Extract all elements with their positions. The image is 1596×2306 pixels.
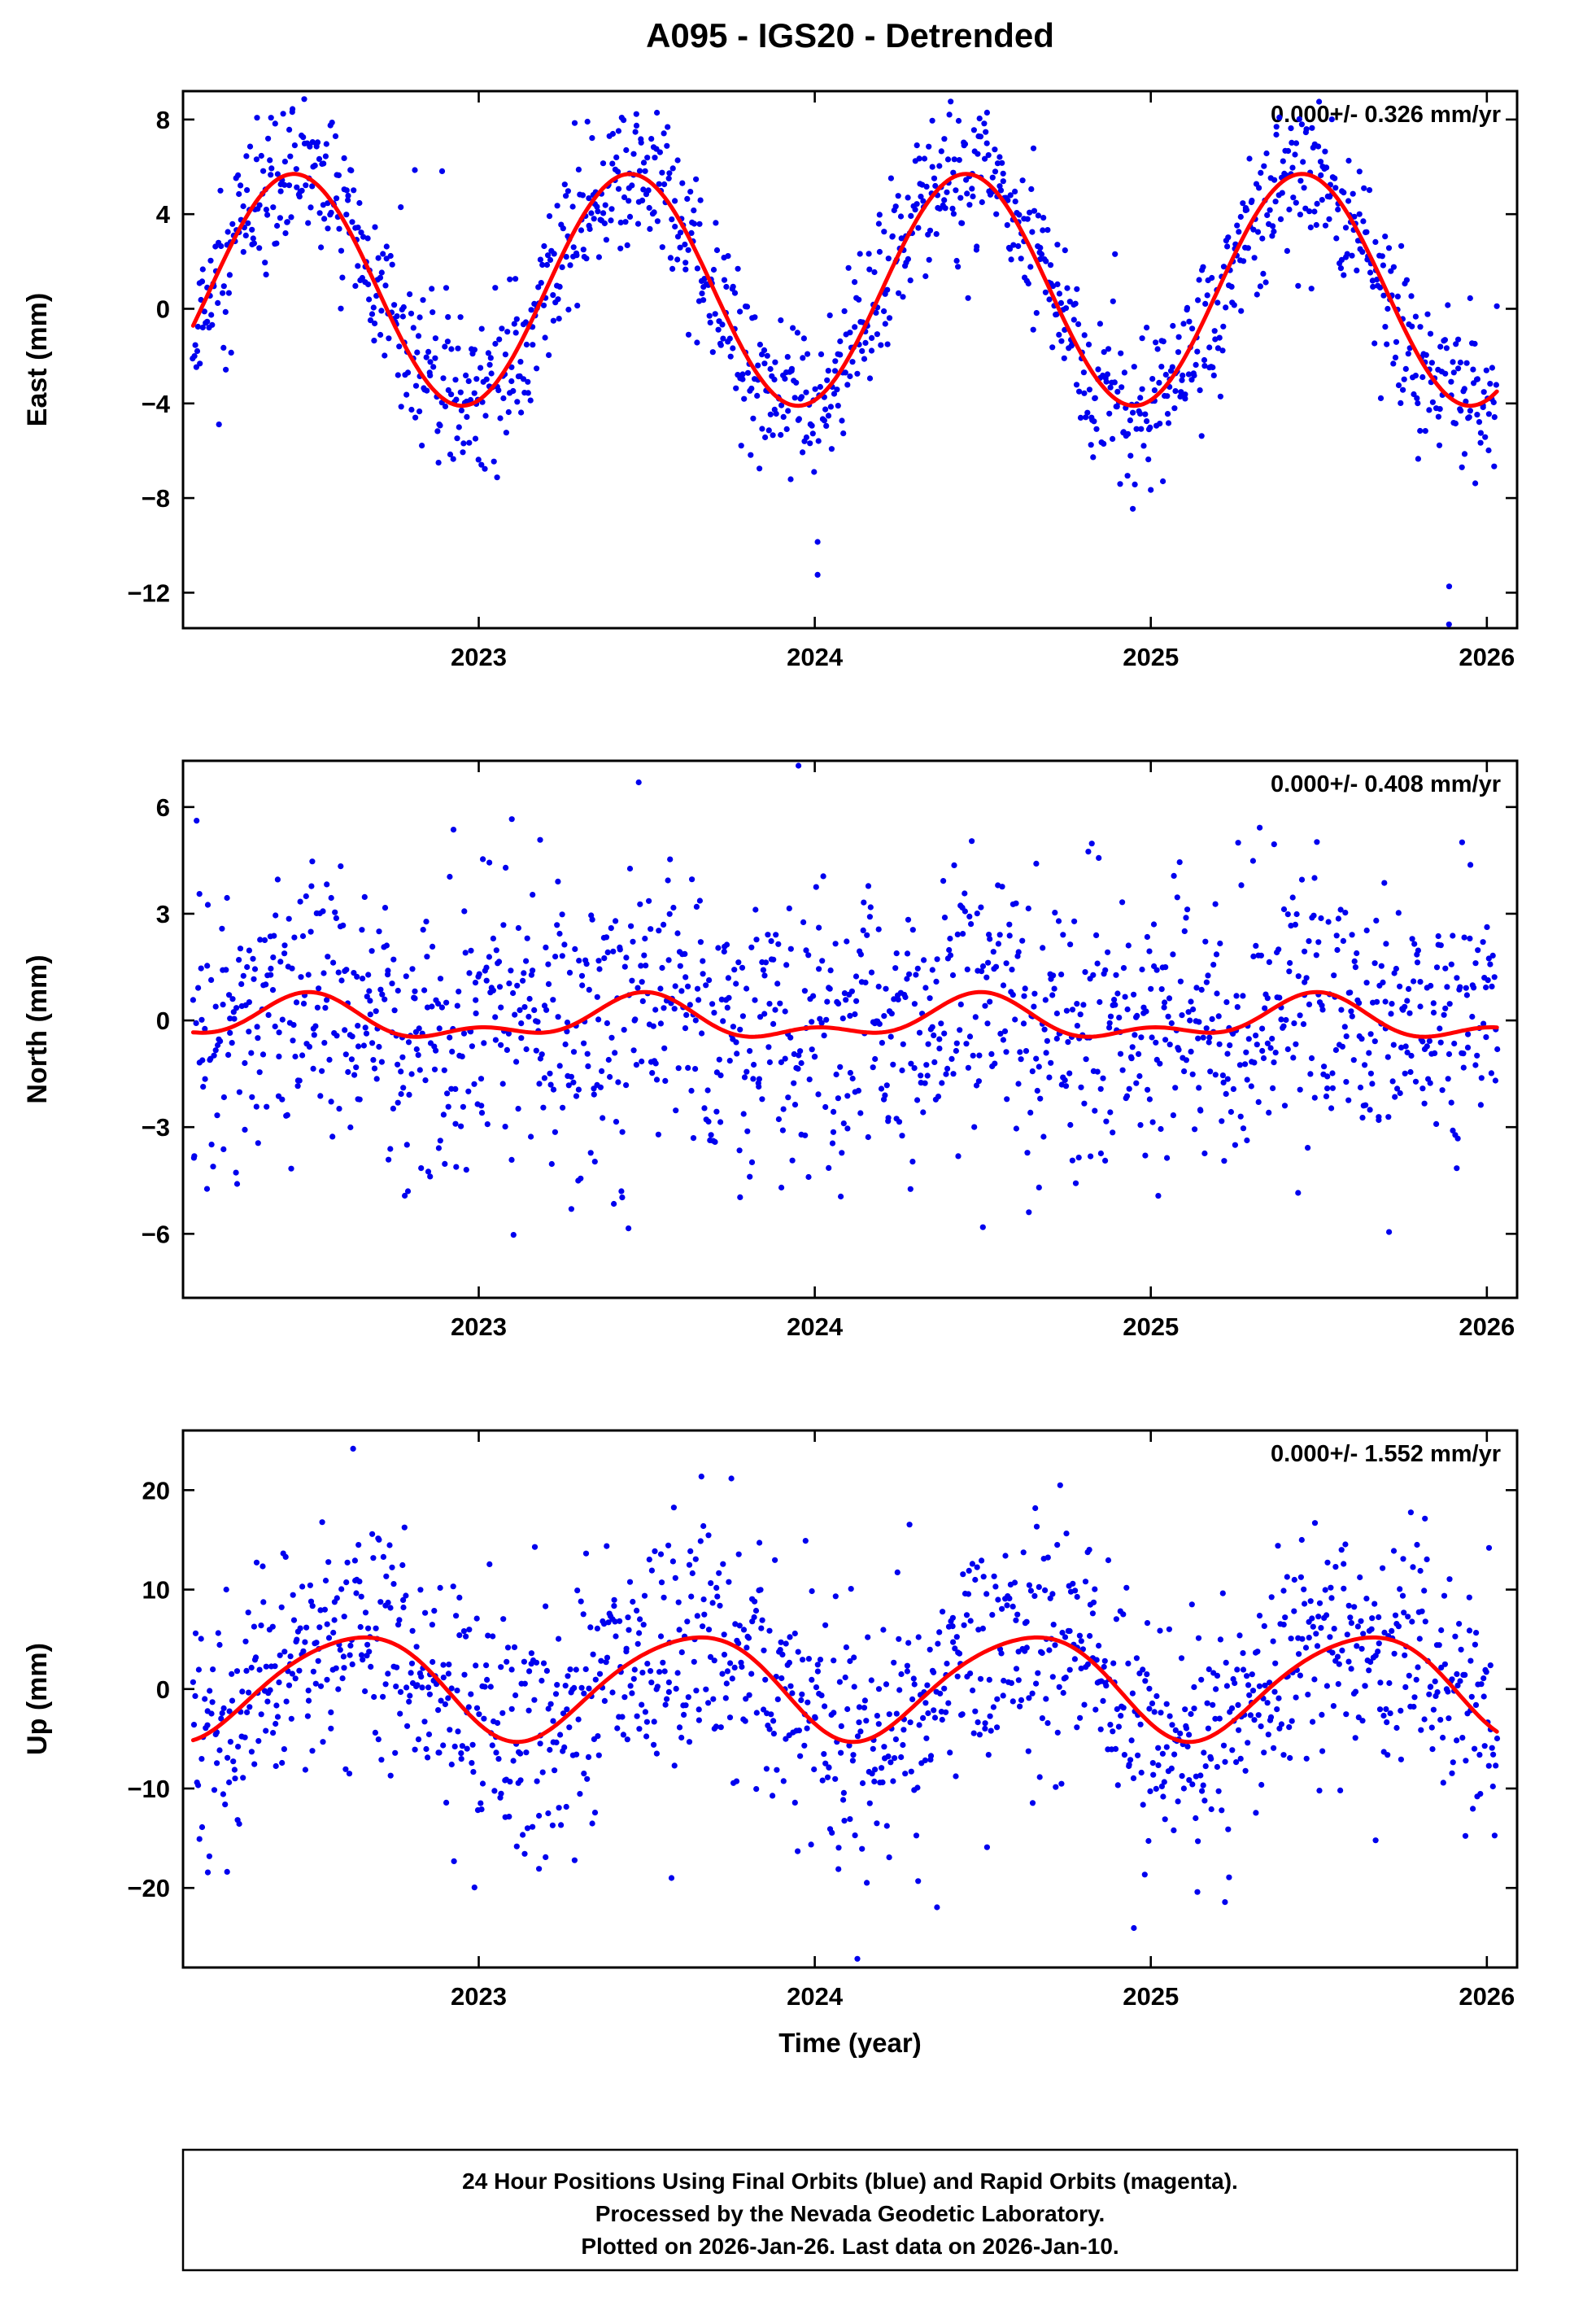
trend-line [190,1635,1499,1745]
axis-ticks [183,761,1517,1298]
x-tick-label: 2024 [787,1312,844,1341]
plot-frame [181,1429,1519,1969]
caption-line: 24 Hour Positions Using Final Orbits (bl… [462,2168,1238,2194]
chart-title: A095 - IGS20 - Detrended [646,16,1054,55]
x-tick-label: 2023 [451,643,507,671]
y-tick-label: −8 [142,484,170,513]
x-tick-label: 2023 [451,1312,507,1341]
axis-ticks [183,1430,1517,1968]
plot-frame [181,759,1519,1299]
x-tick-label: 2026 [1459,643,1515,671]
rate-annotation: 0.000+/- 1.552 mm/yr [1271,1441,1501,1467]
x-tick-label: 2024 [787,1982,844,2011]
x-tick-label: 2026 [1459,1312,1515,1341]
y-axis-label: Up (mm) [22,1643,53,1755]
x-tick-label: 2025 [1123,643,1179,671]
data-points [190,1445,1501,1962]
caption-box: 24 Hour Positions Using Final Orbits (bl… [181,2148,1519,2272]
panel-east: East (mm) 0.000+/- 0.326 mm/yr 8 4 0 −4 −8 −1… [22,90,1519,671]
y-tick-label: 8 [156,106,170,134]
x-axis-label: Time (year) [778,2028,921,2058]
panel-north: North (mm) 0.000+/- 0.408 mm/yr 6 3 0 −3 −6 2… [22,759,1519,1341]
y-tick-label: 4 [156,200,171,229]
trend-line [190,172,1499,408]
x-tick-label: 2026 [1459,1982,1515,2011]
y-tick-label: −12 [127,579,170,607]
trend-line [190,989,1499,1039]
data-points [190,96,1500,627]
y-tick-label: 6 [156,793,170,822]
y-tick-label: −20 [127,1874,170,1902]
y-tick-label: −4 [142,390,171,418]
y-tick-label: −3 [142,1113,170,1142]
rate-annotation: 0.000+/- 0.408 mm/yr [1271,771,1501,797]
caption-line: Plotted on 2026-Jan-26. Last data on 202… [581,2234,1119,2259]
y-tick-label: 20 [142,1476,170,1505]
x-tick-label: 2023 [451,1982,507,2011]
x-tick-label: 2025 [1123,1312,1179,1341]
plot-frame [181,90,1519,630]
y-axis-label: East (mm) [22,293,53,426]
caption-border [181,2148,1519,2272]
y-tick-label: −6 [142,1220,170,1248]
y-tick-label: 10 [142,1576,170,1605]
x-tick-label: 2024 [787,643,844,671]
caption-line: Processed by the Nevada Geodetic Laborat… [595,2201,1105,2226]
panel-up: Up (mm) 0.000+/- 1.552 mm/yr 20 10 0 −10 −20… [22,1429,1519,2011]
y-tick-label: 3 [156,900,170,928]
y-tick-label: 0 [156,295,170,323]
y-tick-label: 0 [156,1675,170,1704]
y-tick-label: −10 [127,1775,170,1803]
y-tick-label: 0 [156,1007,170,1035]
x-tick-label: 2025 [1123,1982,1179,2011]
axis-ticks [183,91,1517,628]
y-axis-label: North (mm) [22,954,53,1103]
rate-annotation: 0.000+/- 0.326 mm/yr [1271,102,1501,128]
data-points [190,762,1501,1238]
